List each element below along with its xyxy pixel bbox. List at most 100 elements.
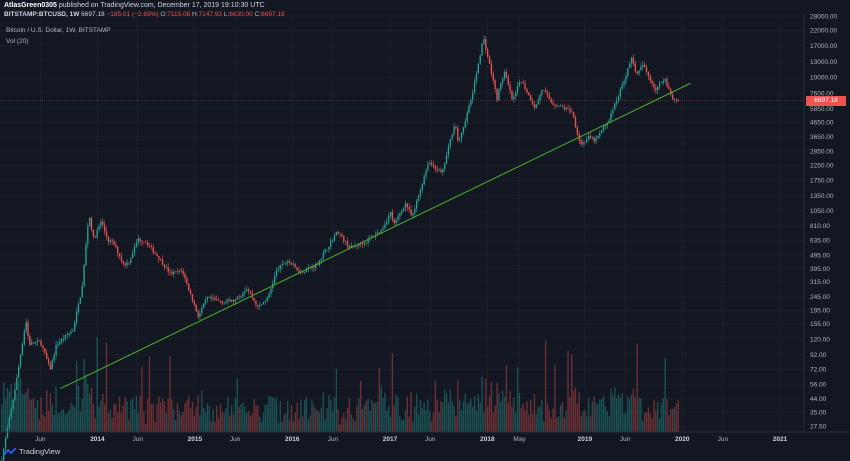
candle-body	[608, 120, 610, 123]
volume-bar	[481, 376, 483, 432]
volume-bar	[305, 396, 308, 432]
volume-bar	[25, 391, 27, 432]
volume-bar	[457, 379, 459, 432]
chart-legend: Bitcoin / U.S. Dollar, 1W, BITSTAMP Vol …	[6, 25, 111, 47]
volume-bar	[72, 405, 74, 432]
candle-body	[94, 236, 96, 238]
candle-body	[77, 303, 80, 312]
candle-body	[498, 89, 500, 100]
volume-bar	[404, 410, 407, 432]
candle-body	[59, 341, 61, 344]
candle-body	[66, 334, 68, 336]
candle-body	[574, 117, 577, 128]
x-tick-label: 2019	[578, 436, 593, 443]
volume-bar	[655, 410, 657, 432]
candle-body	[586, 139, 588, 142]
candle-body	[522, 82, 524, 84]
brand-name: TradingView	[19, 447, 61, 456]
volume-bar	[460, 410, 463, 432]
candle-body	[423, 176, 425, 185]
trendline	[60, 82, 691, 390]
volume-bar	[315, 408, 317, 432]
volume-bar	[303, 400, 306, 432]
candle-body	[38, 340, 40, 342]
candle-body	[259, 304, 261, 307]
y-tick-label: 120.00	[810, 336, 830, 343]
high-label: H:	[192, 11, 199, 18]
footer-brand[interactable]: TradingView	[4, 447, 60, 456]
volume-bar	[324, 418, 326, 432]
y-tick-label: 1050.00	[810, 208, 834, 215]
candle-body	[406, 203, 409, 208]
x-tick-label: Jun	[230, 436, 241, 443]
candle-body	[227, 299, 229, 302]
candle-body	[238, 296, 240, 298]
candle-body	[429, 162, 431, 165]
candle-body	[148, 245, 151, 247]
close-value: 6697.18	[261, 11, 285, 18]
volume-bar	[350, 414, 352, 432]
candle-body	[204, 299, 207, 304]
volume-bar	[169, 356, 171, 432]
candle-body	[31, 342, 33, 345]
volume-bar	[21, 393, 24, 432]
change-value: −185.01 (−2.69%)	[106, 11, 159, 18]
candle-body	[188, 283, 190, 291]
candle-body	[505, 71, 508, 78]
candle-body	[384, 224, 386, 229]
author-name[interactable]: AtlasGreen0305	[4, 2, 57, 9]
candle-body	[303, 272, 306, 273]
candle-body	[46, 352, 48, 360]
candle-body	[341, 234, 343, 237]
candle-body	[75, 311, 78, 323]
candle-body	[298, 270, 300, 273]
volume-bar	[277, 423, 280, 432]
candle-body	[268, 293, 270, 298]
candle-body	[232, 299, 235, 302]
candle-body	[421, 184, 423, 190]
volume-bar	[262, 412, 265, 432]
volume-bar	[128, 419, 130, 432]
candle-body	[6, 428, 9, 439]
volume-bar	[152, 403, 154, 432]
candle-body	[236, 296, 238, 300]
volume-bar	[189, 407, 192, 432]
candle-body	[221, 301, 224, 304]
volume-bar	[232, 414, 235, 432]
volume-bar	[199, 415, 201, 432]
volume-legend[interactable]: Vol (20)	[6, 38, 29, 45]
candle-body	[657, 86, 659, 91]
candle-body	[526, 89, 528, 93]
candle-body	[335, 231, 338, 236]
candle-body	[277, 268, 280, 270]
candle-body	[645, 67, 648, 72]
volume-bar	[57, 413, 59, 432]
time-axis: Jun 2014 Jun 2015 Jun 2016 Jun 2017 Jun 2018 May 20…	[35, 436, 788, 443]
series-title[interactable]: Bitcoin / U.S. Dollar, 1W, BITSTAMP	[6, 27, 111, 34]
candle-body	[257, 305, 259, 307]
candle-body	[90, 217, 93, 230]
candle-body	[515, 92, 517, 97]
candle-body	[126, 262, 128, 266]
volume-bar	[546, 403, 549, 432]
volume-bar	[501, 390, 504, 432]
volume-bar	[371, 400, 373, 432]
volume-bar	[449, 389, 451, 432]
volume-bar	[268, 395, 270, 432]
candle-body	[548, 95, 551, 100]
volume-bar	[320, 407, 323, 432]
volume-bar	[529, 399, 532, 432]
volume-bar	[359, 381, 362, 432]
candle-body	[447, 146, 450, 156]
candle-body	[597, 135, 599, 139]
volume-bar	[673, 407, 676, 432]
candle-body	[165, 267, 167, 268]
candle-body	[189, 290, 192, 294]
x-tick-label: 2016	[285, 436, 300, 443]
volume-bar	[552, 408, 554, 432]
volume-bar	[522, 402, 524, 432]
candle-body	[483, 39, 485, 44]
candle-body	[544, 90, 547, 93]
volume-bar	[395, 394, 397, 432]
